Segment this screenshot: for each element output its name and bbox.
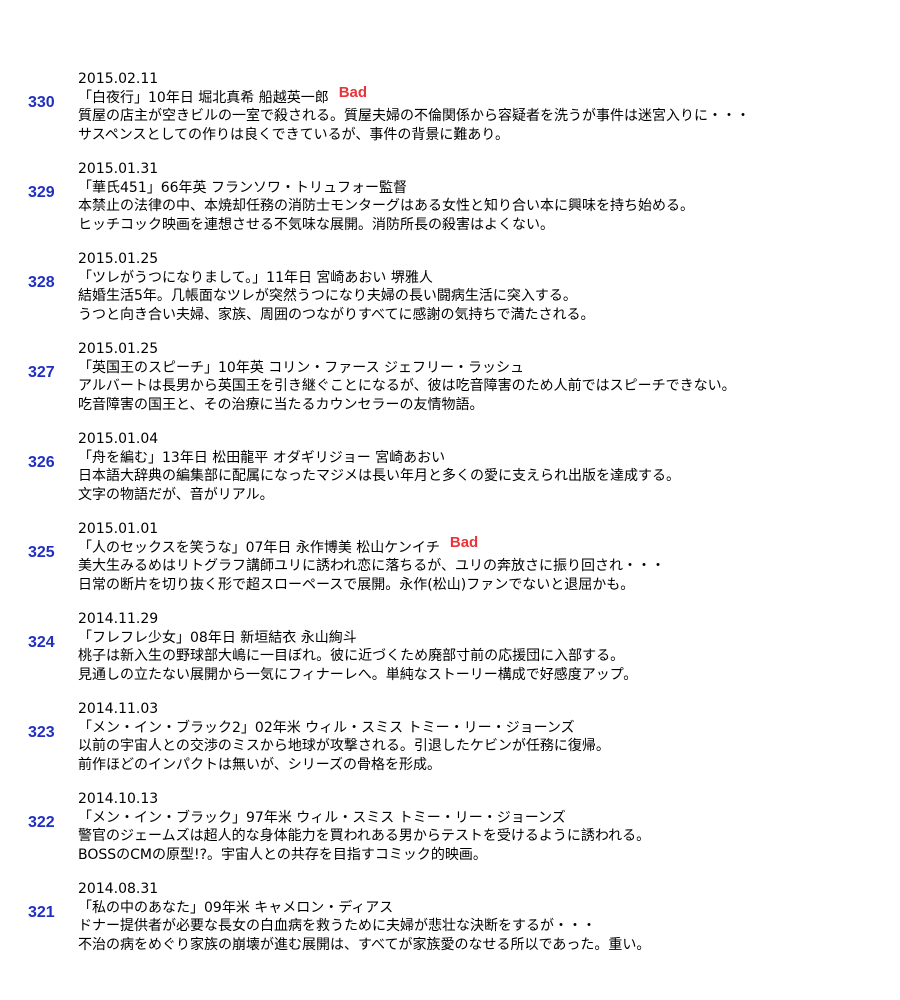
entry-number: 324	[28, 634, 55, 651]
entry-title-line: 「メン・イン・ブラック2」02年米 ウィル・スミス トミー・リー・ジョーンズ	[78, 719, 610, 738]
entry-title: 「白夜行」10年日 堀北真希 船越英一郎	[78, 89, 329, 106]
entry-description: 吃音障害の国王と、その治療に当たるカウンセラーの友情物語。	[78, 396, 484, 413]
entry: 322 2014.10.13 「メン・イン・ブラック」97年米 ウィル・スミス トミ…	[0, 790, 900, 878]
entry: 325 2015.01.01 「人のセックスを笑うな」07年日 永作博美 松山ケンイ…	[0, 520, 900, 608]
entry-number: 330	[28, 94, 55, 111]
entry: 328 2015.01.25 「ツレがうつになりまして。」11年日 宮崎あおい 堺雅…	[0, 250, 900, 338]
entry-text: 2015.01.25 「英国王のスピーチ」10年英 コリン・ファース ジェフリー・…	[78, 340, 736, 414]
entry-text: 2014.10.13 「メン・イン・ブラック」97年米 ウィル・スミス トミー・リ…	[78, 790, 650, 864]
entry-title-line: 「人のセックスを笑うな」07年日 永作博美 松山ケンイチ Bad	[78, 534, 665, 558]
entry-date: 2014.08.31	[78, 881, 159, 897]
entry-title: 「英国王のスピーチ」10年英 コリン・ファース ジェフリー・ラッシュ	[78, 359, 525, 376]
entry-title: 「人のセックスを笑うな」07年日 永作博美 松山ケンイチ	[78, 539, 440, 556]
entry-description: 質屋の店主が空きビルの一室で殺される。質屋夫婦の不倫関係から容疑者を洗うが事件は…	[78, 108, 750, 124]
entry-text: 2014.11.03 「メン・イン・ブラック2」02年米 ウィル・スミス トミー・…	[78, 700, 610, 774]
entry-date: 2015.01.25	[78, 341, 159, 357]
entry: 323 2014.11.03 「メン・イン・ブラック2」02年米 ウィル・スミス ト…	[0, 700, 900, 788]
entry-date: 2015.01.25	[78, 251, 159, 267]
entry-title: 「私の中のあなた」09年米 キャメロン・ディアス	[78, 899, 394, 916]
entry-text: 2014.08.31 「私の中のあなた」09年米 キャメロン・ディアスドナー提供者…	[78, 880, 650, 954]
entry-description: うつと向き合い夫婦、家族、周囲のつながりすべてに感謝の気持ちで満たされる。	[78, 306, 595, 323]
entry: 327 2015.01.25 「英国王のスピーチ」10年英 コリン・ファース ジェフ…	[0, 340, 900, 428]
entry-title-line: 「舟を編む」13年日 松田龍平 オダギリジョー 宮崎あおい	[78, 449, 680, 468]
entry-text: 2015.01.01 「人のセックスを笑うな」07年日 永作博美 松山ケンイチ Ba…	[78, 520, 665, 594]
entry-number: 329	[28, 184, 55, 201]
entry-title-line: 「華氏451」66年英 フランソワ・トリュフォー監督	[78, 179, 694, 198]
entry-number: 325	[28, 544, 55, 561]
entry-description: 見通しの立たない展開から一気にフィナーレへ。単純なストーリー構成で好感度アップ。	[78, 666, 638, 683]
entry-title: 「フレフレ少女」08年日 新垣結衣 永山絢斗	[78, 629, 357, 646]
entry-description: ヒッチコック映画を連想させる不気味な展開。消防所長の殺害はよくない。	[78, 216, 554, 233]
entry-number: 326	[28, 454, 55, 471]
entry-title: 「ツレがうつになりまして。」11年日 宮崎あおい 堺雅人	[78, 269, 433, 286]
entry-title: 「舟を編む」13年日 松田龍平 オダギリジョー 宮崎あおい	[78, 449, 446, 466]
entry-description: 本禁止の法律の中、本焼却任務の消防士モンターグはある女性と知り合い本に興味を持ち…	[78, 198, 694, 214]
entry-number: 321	[28, 904, 55, 921]
entry-text: 2015.02.11 「白夜行」10年日 堀北真希 船越英一郎 Bad 質屋の店主が空…	[78, 70, 750, 144]
entry-date: 2014.11.29	[78, 611, 159, 627]
entry-description: 文字の物語だが、音がリアル。	[78, 486, 274, 503]
entry-description: 警官のジェームズは超人的な身体能力を買われある男からテストを受けるように誘われる…	[78, 828, 651, 844]
entry-date: 2014.10.13	[78, 791, 159, 807]
entry-date: 2015.02.11	[78, 71, 159, 87]
entry-description: 前作ほどのインパクトは無いが、シリーズの骨格を形成。	[78, 756, 442, 773]
entry-title-line: 「英国王のスピーチ」10年英 コリン・ファース ジェフリー・ラッシュ	[78, 359, 736, 378]
entry-description: 美大生みるめはリトグラフ講師ユリに誘われ恋に落ちるが、ユリの奔放さに振り回され・…	[78, 558, 666, 574]
entry-text: 2015.01.31 「華氏451」66年英 フランソワ・トリュフォー監督本禁止の…	[78, 160, 694, 234]
entry-title-line: 「ツレがうつになりまして。」11年日 宮崎あおい 堺雅人	[78, 269, 594, 288]
entry-number: 328	[28, 274, 55, 291]
entry-description: アルバートは長男から英国王を引き継ぐことになるが、彼は吃音障害のため人前ではスピ…	[78, 378, 736, 394]
entry: 329 2015.01.31 「華氏451」66年英 フランソワ・トリュフォー監督本…	[0, 160, 900, 248]
entry-number: 327	[28, 364, 55, 381]
entry-date: 2015.01.01	[78, 521, 159, 537]
entry-description: 不治の病をめぐり家族の崩壊が進む展開は、すべてが家族愛のなせる所以であった。重い…	[78, 936, 651, 953]
entry-number: 323	[28, 724, 55, 741]
entry-title: 「メン・イン・ブラック」97年米 ウィル・スミス トミー・リー・ジョーンズ	[78, 809, 566, 826]
entry: 324 2014.11.29 「フレフレ少女」08年日 新垣結衣 永山絢斗桃子は新入…	[0, 610, 900, 698]
entry-description: 以前の宇宙人との交渉のミスから地球が攻撃される。引退したケビンが任務に復帰。	[78, 738, 610, 754]
entry-date: 2015.01.04	[78, 431, 159, 447]
entry-title-line: 「メン・イン・ブラック」97年米 ウィル・スミス トミー・リー・ジョーンズ	[78, 809, 650, 828]
entry-description: サスペンスとしての作りは良くできているが、事件の背景に難あり。	[78, 126, 510, 143]
entry-title-line: 「私の中のあなた」09年米 キャメロン・ディアス	[78, 899, 650, 918]
entry-text: 2014.11.29 「フレフレ少女」08年日 新垣結衣 永山絢斗桃子は新入生の野…	[78, 610, 637, 684]
entry-date: 2014.11.03	[78, 701, 159, 717]
entry-title: 「華氏451」66年英 フランソワ・トリュフォー監督	[78, 179, 407, 196]
entry-title: 「メン・イン・ブラック2」02年米 ウィル・スミス トミー・リー・ジョーンズ	[78, 719, 575, 736]
entry: 326 2015.01.04 「舟を編む」13年日 松田龍平 オダギリジョー 宮崎あ…	[0, 430, 900, 518]
entry: 330 2015.02.11 「白夜行」10年日 堀北真希 船越英一郎 Bad 質屋の店…	[0, 70, 900, 158]
entry-description: 結婚生活5年。几帳面なツレが突然うつになり夫婦の長い闘病生活に突入する。	[78, 288, 577, 304]
entry-text: 2015.01.25 「ツレがうつになりまして。」11年日 宮崎あおい 堺雅人結婚…	[78, 250, 594, 324]
bad-badge: Bad	[338, 83, 368, 101]
entry: 321 2014.08.31 「私の中のあなた」09年米 キャメロン・ディアスドナー…	[0, 880, 900, 968]
entry-description: 日本語大辞典の編集部に配属になったマジメは長い年月と多くの愛に支えられ出版を達成…	[78, 468, 680, 484]
entry-description: ドナー提供者が必要な長女の白血病を救うために夫婦が悲壮な決断をするが・・・	[78, 918, 596, 934]
entry-description: 桃子は新入生の野球部大嶋に一目ぼれ。彼に近づくため廃部寸前の応援団に入部する。	[78, 648, 625, 664]
entry-title-line: 「白夜行」10年日 堀北真希 船越英一郎 Bad	[78, 84, 750, 108]
entry-text: 2015.01.04 「舟を編む」13年日 松田龍平 オダギリジョー 宮崎あおい日…	[78, 430, 680, 504]
entry-description: 日常の断片を切り抜く形で超スローペースで展開。永作(松山)ファンでないと退屈かも…	[78, 576, 635, 593]
entry-number: 322	[28, 814, 55, 831]
entry-date: 2015.01.31	[78, 161, 159, 177]
entry-description: BOSSのCMの原型!?。宇宙人との共存を目指すコミック的映画。	[78, 846, 487, 863]
bad-badge: Bad	[449, 533, 479, 551]
entry-title-line: 「フレフレ少女」08年日 新垣結衣 永山絢斗	[78, 629, 637, 648]
